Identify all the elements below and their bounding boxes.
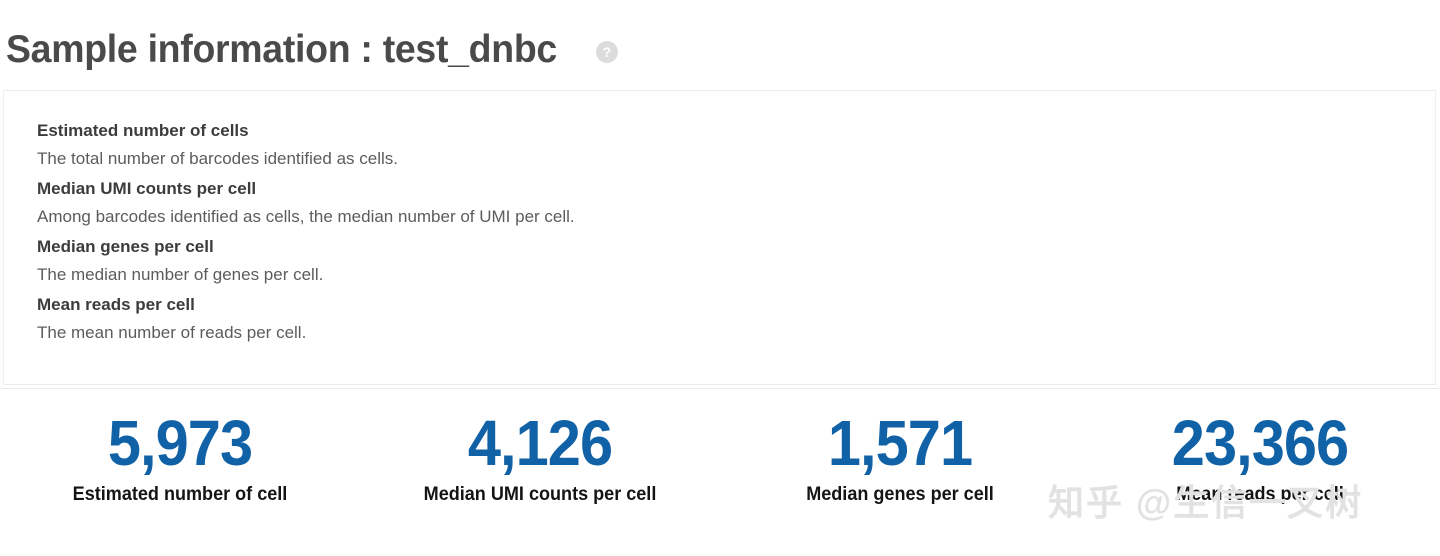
metric-card-median-umi: 4,126 Median UMI counts per cell xyxy=(360,411,720,506)
definition-term: Median genes per cell xyxy=(37,237,214,256)
metric-value: 4,126 xyxy=(467,407,613,479)
summary-metrics-row: 5,973 Estimated number of cell 4,126 Med… xyxy=(0,389,1440,506)
definition-text: The total number of barcodes identified … xyxy=(37,149,398,168)
metric-label: Median UMI counts per cell xyxy=(423,484,657,505)
definition-term: Median UMI counts per cell xyxy=(37,179,257,198)
metric-label: Estimated number of cell xyxy=(72,484,288,505)
metric-definitions-panel: Estimated number of cells The total numb… xyxy=(3,90,1436,385)
definition-text: The median number of genes per cell. xyxy=(37,265,324,284)
definition-item: Estimated number of cells The total numb… xyxy=(37,117,1435,173)
definition-term: Mean reads per cell xyxy=(37,295,195,314)
definition-item: Median genes per cell The median number … xyxy=(37,233,1435,289)
metric-card-median-genes: 1,571 Median genes per cell xyxy=(720,411,1080,506)
metric-label: Mean reads per cell xyxy=(1176,484,1344,505)
definition-text: The mean number of reads per cell. xyxy=(37,323,307,342)
definition-text: Among barcodes identified as cells, the … xyxy=(37,207,575,226)
definition-item: Median UMI counts per cell Among barcode… xyxy=(37,175,1435,231)
metric-card-mean-reads: 23,366 Mean reads per cell xyxy=(1080,411,1440,506)
metric-value: 23,366 xyxy=(1171,407,1349,479)
definition-item: Mean reads per cell The mean number of r… xyxy=(37,291,1435,347)
help-circle-icon[interactable]: ? xyxy=(595,41,618,63)
section-divider xyxy=(0,388,1440,389)
metric-value: 1,571 xyxy=(827,407,973,479)
metric-label: Median genes per cell xyxy=(806,484,994,505)
definition-term: Estimated number of cells xyxy=(37,121,249,140)
page-header: Sample information : test_dnbc ? xyxy=(0,0,1440,90)
metric-card-estimated-cells: 5,973 Estimated number of cell xyxy=(0,411,360,506)
page-title: Sample information : test_dnbc xyxy=(6,27,557,71)
metric-value: 5,973 xyxy=(107,407,253,479)
